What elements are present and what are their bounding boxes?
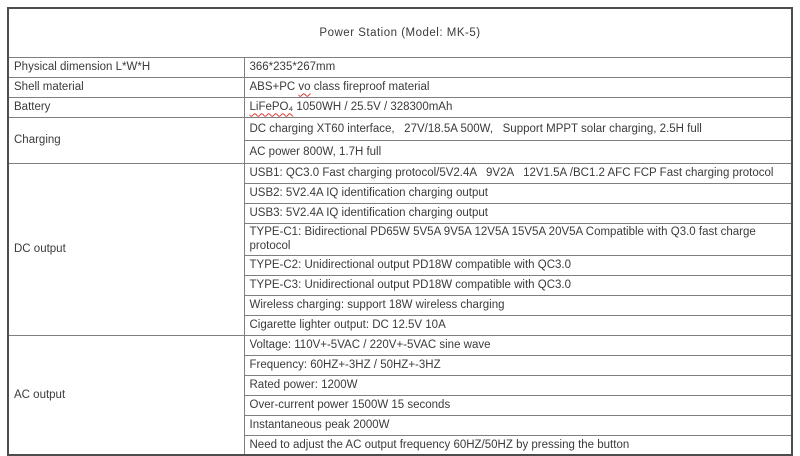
spec-value-usb1: USB1: QC3.0 Fast charging protocol/5V2.4… [243, 163, 793, 184]
spec-value-rated-power: Rated power: 1200W [243, 374, 793, 396]
spec-value-charging-ac: AC power 800W, 1.7H full [243, 140, 793, 164]
spec-label-physical-dimension: Physical dimension L*W*H [7, 57, 245, 78]
title-row: Power Station (Model: MK-5) [7, 7, 793, 58]
spec-value-battery: LiFePO₄ 1050WH / 25.5V / 328300mAh [243, 97, 793, 118]
spec-sheet-page: Power Station (Model: MK-5) Physical dim… [7, 7, 793, 456]
spec-value-charging-dc: DC charging XT60 interface, 27V/18.5A 50… [243, 117, 793, 141]
spec-value-text: class fireproof material [310, 81, 430, 94]
spec-value-wireless-charging: Wireless charging: support 18W wireless … [243, 294, 793, 316]
page-title: Power Station (Model: MK-5) [7, 7, 793, 58]
spec-value-shell-material: ABS+PC vo class fireproof material [243, 77, 793, 98]
spec-label-ac-output: AC output [7, 334, 245, 456]
table-row: Wireless charging: support 18W wireless … [8, 294, 793, 316]
spec-value-over-current: Over-current power 1500W 15 seconds [243, 394, 793, 416]
table-row: AC power 800W, 1.7H full [8, 140, 793, 164]
table-row: AC output Voltage: 110V+-5VAC / 220V+-5V… [7, 334, 793, 456]
spec-value-frequency-adjust-note: Need to adjust the AC output frequency 6… [243, 434, 793, 456]
table-row: Battery LiFePO₄ 1050WH / 25.5V / 328300m… [7, 97, 793, 118]
table-row: Instantaneous peak 2000W [8, 414, 793, 436]
spec-value-type-c1: TYPE-C1: Bidirectional PD65W 5V5A 9V5A 1… [243, 223, 793, 256]
table-row: DC output USB1: QC3.0 Fast charging prot… [7, 163, 793, 336]
spellcheck-marked-text: vo [298, 81, 311, 94]
spec-label-charging: Charging [7, 117, 245, 164]
spec-value-usb3: USB3: 5V2.4A IQ identification charging … [243, 203, 793, 224]
spec-value-type-c3: TYPE-C3: Unidirectional output PD18W com… [243, 274, 793, 296]
spec-value-usb2: USB2: 5V2.4A IQ identification charging … [243, 183, 793, 204]
table-row: Charging DC charging XT60 interface, 27V… [7, 117, 793, 164]
spec-value-cigarette-lighter: Cigarette lighter output: DC 12.5V 10A [243, 314, 793, 336]
spec-value-text: ABS+PC [249, 81, 299, 94]
table-row: TYPE-C1: Bidirectional PD65W 5V5A 9V5A 1… [8, 223, 793, 256]
spec-label-dc-output: DC output [7, 163, 245, 336]
table-row: Over-current power 1500W 15 seconds [8, 394, 793, 416]
spec-value-text: 1050WH / 25.5V / 328300mAh [293, 101, 453, 114]
spec-table: Power Station (Model: MK-5) Physical dim… [7, 7, 793, 456]
spec-value-physical-dimension: 366*235*267mm [243, 57, 793, 78]
spellcheck-marked-text: LiFePO₄ [249, 101, 294, 114]
spec-value-instantaneous-peak: Instantaneous peak 2000W [243, 414, 793, 436]
table-row: Physical dimension L*W*H 366*235*267mm [7, 57, 793, 78]
spec-label-battery: Battery [7, 97, 245, 118]
table-row: TYPE-C2: Unidirectional output PD18W com… [8, 254, 793, 276]
table-row: USB3: 5V2.4A IQ identification charging … [8, 203, 793, 224]
spec-value-voltage: Voltage: 110V+-5VAC / 220V+-5VAC sine wa… [243, 334, 793, 356]
spec-value-type-c2: TYPE-C2: Unidirectional output PD18W com… [243, 254, 793, 276]
spec-label-shell-material: Shell material [7, 77, 245, 98]
table-row: Shell material ABS+PC vo class fireproof… [7, 77, 793, 98]
spec-value-frequency: Frequency: 60HZ+-3HZ / 50HZ+-3HZ [243, 354, 793, 376]
